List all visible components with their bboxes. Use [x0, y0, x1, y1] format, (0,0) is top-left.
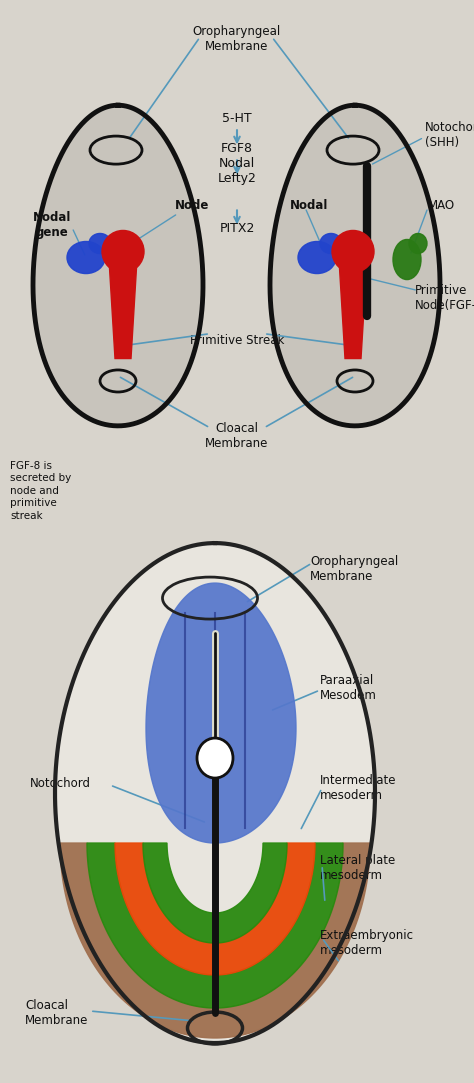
- Text: Primitive
Node(FGF-8): Primitive Node(FGF-8): [415, 284, 474, 312]
- Polygon shape: [115, 843, 315, 975]
- Text: Cloacal
Membrane: Cloacal Membrane: [205, 422, 269, 449]
- Text: Cloacal
Membrane: Cloacal Membrane: [25, 999, 88, 1027]
- Text: PITX2: PITX2: [219, 222, 255, 235]
- Ellipse shape: [197, 738, 233, 778]
- Text: Intermediate
mesoderm: Intermediate mesoderm: [320, 774, 396, 803]
- Ellipse shape: [67, 242, 105, 274]
- Polygon shape: [109, 260, 137, 358]
- Text: Lateral plate
mesoderm: Lateral plate mesoderm: [320, 854, 395, 882]
- Ellipse shape: [298, 242, 336, 274]
- Ellipse shape: [409, 234, 427, 253]
- Text: Oropharyngeal
Membrane: Oropharyngeal Membrane: [193, 25, 281, 53]
- Polygon shape: [146, 583, 296, 843]
- Text: FGF-8 is
secreted by
node and
primitive
streak: FGF-8 is secreted by node and primitive …: [10, 461, 71, 521]
- Text: Notochord: Notochord: [30, 777, 91, 790]
- Text: Nodal
gene: Nodal gene: [33, 211, 71, 239]
- Text: 5-HT: 5-HT: [222, 113, 252, 126]
- Text: Extraembryonic
mesoderm: Extraembryonic mesoderm: [320, 929, 414, 957]
- Polygon shape: [33, 105, 203, 426]
- Text: FGF8: FGF8: [221, 142, 253, 155]
- Polygon shape: [339, 260, 367, 358]
- Text: Primitive Streak: Primitive Streak: [190, 335, 284, 348]
- Polygon shape: [55, 543, 375, 1043]
- Text: Nodal: Nodal: [290, 199, 328, 212]
- Polygon shape: [270, 105, 440, 426]
- Polygon shape: [143, 843, 287, 943]
- Text: Nodal
Lefty2: Nodal Lefty2: [218, 157, 256, 185]
- Text: Oropharyngeal
Membrane: Oropharyngeal Membrane: [310, 556, 398, 583]
- Ellipse shape: [320, 234, 342, 253]
- Polygon shape: [87, 843, 343, 1008]
- Ellipse shape: [102, 231, 144, 273]
- Text: MAO: MAO: [428, 199, 455, 212]
- Ellipse shape: [332, 231, 374, 273]
- Text: Paraaxial
Mesodem: Paraaxial Mesodem: [320, 674, 377, 702]
- Text: Notochord
(SHH): Notochord (SHH): [425, 121, 474, 149]
- Text: Node: Node: [175, 199, 210, 212]
- Ellipse shape: [89, 234, 111, 253]
- Polygon shape: [60, 843, 370, 1038]
- Ellipse shape: [393, 239, 421, 279]
